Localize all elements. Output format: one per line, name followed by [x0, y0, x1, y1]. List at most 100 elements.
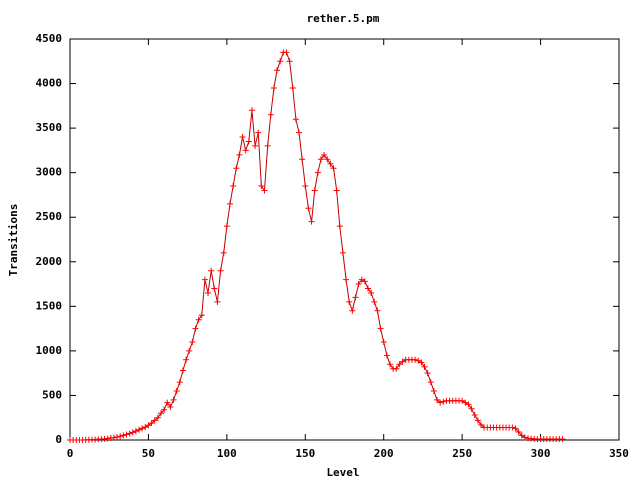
- point-marker: [157, 410, 164, 417]
- point-marker: [230, 183, 237, 190]
- point-marker: [217, 267, 224, 274]
- point-marker: [267, 111, 274, 118]
- point-marker: [355, 281, 362, 288]
- point-marker: [430, 387, 437, 394]
- point-marker: [302, 183, 309, 190]
- point-marker: [248, 107, 255, 114]
- point-marker: [424, 370, 431, 377]
- point-marker: [117, 433, 124, 440]
- point-marker: [242, 147, 249, 154]
- point-marker: [365, 285, 372, 292]
- point-marker: [198, 312, 205, 319]
- point-marker: [321, 151, 328, 158]
- point-marker: [233, 165, 240, 172]
- point-marker: [305, 205, 312, 212]
- point-marker: [468, 405, 475, 412]
- point-marker: [110, 434, 117, 441]
- point-marker: [201, 276, 208, 283]
- x-tick-label: 0: [67, 447, 74, 460]
- y-tick-label: 1000: [36, 344, 63, 357]
- point-marker: [283, 49, 290, 56]
- point-marker: [114, 434, 121, 441]
- point-marker: [164, 399, 171, 406]
- point-marker: [205, 289, 212, 296]
- point-marker: [214, 298, 221, 305]
- y-tick-label: 500: [42, 388, 62, 401]
- point-marker: [308, 218, 315, 225]
- point-marker: [120, 432, 127, 439]
- point-marker: [255, 129, 262, 136]
- point-marker: [189, 338, 196, 345]
- point-marker: [220, 249, 227, 256]
- y-tick-label: 3000: [36, 166, 63, 179]
- point-marker: [123, 431, 130, 438]
- point-marker: [170, 396, 177, 403]
- point-marker: [459, 397, 466, 404]
- point-marker: [236, 151, 243, 158]
- point-marker: [132, 428, 139, 435]
- point-marker: [521, 434, 528, 441]
- point-marker: [139, 425, 146, 432]
- point-marker: [223, 223, 230, 230]
- point-marker: [371, 298, 378, 305]
- point-marker: [211, 285, 218, 292]
- point-marker: [299, 156, 306, 163]
- point-marker: [186, 347, 193, 354]
- point-marker: [167, 404, 174, 411]
- plot-frame: [69, 38, 620, 441]
- point-marker: [208, 267, 215, 274]
- point-marker: [333, 187, 340, 194]
- point-marker: [386, 361, 393, 368]
- point-marker: [377, 325, 384, 332]
- point-marker: [145, 422, 152, 429]
- point-marker: [183, 356, 190, 363]
- point-marker: [173, 387, 180, 394]
- x-axis-label: Level: [326, 466, 359, 479]
- point-marker: [415, 357, 422, 364]
- point-marker: [192, 325, 199, 332]
- y-tick-label: 2000: [36, 255, 63, 268]
- point-marker: [148, 420, 155, 427]
- y-tick-label: 1500: [36, 299, 63, 312]
- point-marker: [264, 142, 271, 149]
- point-marker: [396, 361, 403, 368]
- point-marker: [477, 421, 484, 428]
- point-marker: [261, 187, 268, 194]
- point-marker: [330, 165, 337, 172]
- point-marker: [380, 338, 387, 345]
- point-marker: [559, 436, 566, 443]
- x-tick-label: 100: [217, 447, 237, 460]
- x-tick-label: 150: [295, 447, 315, 460]
- point-marker: [270, 85, 277, 92]
- y-tick-label: 4000: [36, 77, 63, 90]
- point-marker: [399, 358, 406, 365]
- y-tick-label: 2500: [36, 210, 63, 223]
- x-tick-label: 300: [531, 447, 551, 460]
- point-marker: [161, 406, 168, 413]
- point-marker: [274, 67, 281, 74]
- point-marker: [126, 430, 133, 437]
- point-marker: [361, 278, 368, 285]
- point-marker: [518, 432, 525, 439]
- point-marker: [311, 187, 318, 194]
- point-marker: [393, 365, 400, 372]
- point-marker: [349, 307, 356, 314]
- point-marker: [314, 169, 321, 176]
- point-marker: [352, 294, 359, 301]
- point-marker: [245, 138, 252, 145]
- point-marker: [412, 356, 419, 363]
- point-marker: [317, 156, 324, 163]
- point-marker: [195, 316, 202, 323]
- point-marker: [418, 359, 425, 366]
- x-tick-label: 50: [142, 447, 155, 460]
- point-marker: [327, 160, 334, 167]
- point-marker: [339, 249, 346, 256]
- point-marker: [383, 352, 390, 359]
- point-marker: [440, 398, 447, 405]
- point-marker: [252, 142, 259, 149]
- point-marker: [509, 424, 516, 431]
- point-marker: [296, 129, 303, 136]
- point-marker: [136, 426, 143, 433]
